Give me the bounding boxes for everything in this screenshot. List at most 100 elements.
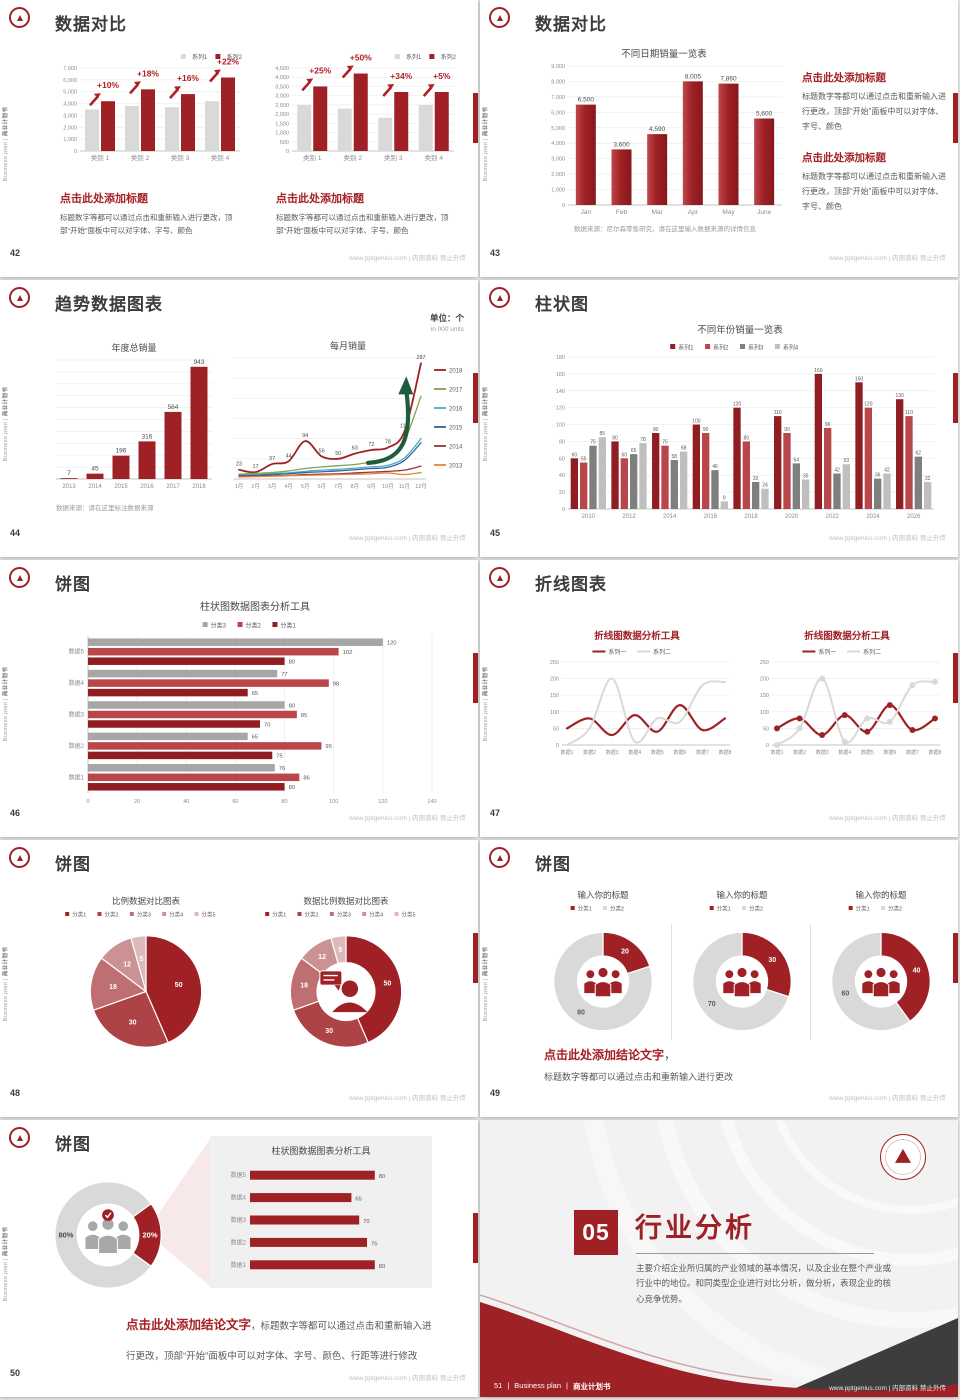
- svg-text:系列1: 系列1: [192, 53, 208, 61]
- svg-text:5: 5: [338, 947, 342, 954]
- brand-sep: |: [3, 978, 9, 980]
- conclusion-body: 标题数字等都可以通过点击和重新输入进行更改: [544, 1072, 734, 1082]
- donut-chart: 数据比例数据对比图表 分类1 分类2 分类3 分类4 分类5 50 30 18 12 5: [252, 894, 440, 1060]
- slide-title: 饼图: [55, 855, 91, 874]
- svg-text:17: 17: [252, 464, 258, 470]
- svg-text:1,000: 1,000: [63, 137, 77, 143]
- slide-44: 趋势数据图表 Business plan | 商业计划书 单位：个 in 000…: [0, 280, 478, 557]
- brand-sep: |: [483, 138, 489, 140]
- svg-text:分类1: 分类1: [280, 622, 296, 630]
- svg-text:2月: 2月: [251, 483, 260, 490]
- svg-text:输入你的标题: 输入你的标题: [855, 890, 907, 900]
- svg-text:+25%: +25%: [309, 65, 331, 75]
- svg-text:50: 50: [553, 726, 559, 732]
- brand-zh: 商业计划书: [483, 946, 489, 977]
- svg-text:36: 36: [875, 473, 881, 479]
- svg-text:数据8: 数据8: [719, 749, 732, 756]
- svg-text:7月: 7月: [334, 483, 343, 490]
- svg-text:数据5: 数据5: [651, 749, 664, 756]
- svg-text:30: 30: [325, 1028, 333, 1035]
- brand-sep: |: [483, 978, 489, 980]
- svg-text:1,000: 1,000: [551, 188, 565, 194]
- svg-text:110: 110: [905, 410, 913, 416]
- background-decoration: [480, 1120, 958, 1397]
- svg-text:分类1: 分类1: [72, 911, 86, 919]
- svg-text:100: 100: [329, 799, 338, 805]
- svg-text:2020: 2020: [785, 514, 799, 520]
- svg-text:2024: 2024: [866, 514, 880, 520]
- conclusion-lead: 点击此处添加结论文字: [126, 1318, 252, 1332]
- svg-text:+5%: +5%: [433, 71, 451, 81]
- brand-sep: |: [483, 418, 489, 420]
- svg-text:+22%: +22%: [217, 56, 239, 66]
- title-underline: [636, 1253, 874, 1254]
- brand-zh: 商业计划书: [3, 666, 9, 697]
- sidebar-vertical-text: Business plan | 商业计划书: [1, 88, 9, 200]
- svg-text:0: 0: [562, 507, 565, 513]
- svg-text:+50%: +50%: [350, 53, 372, 63]
- red-edge-tab: [473, 1213, 478, 1263]
- svg-text:76: 76: [279, 766, 285, 772]
- svg-text:2015: 2015: [449, 426, 463, 432]
- sidebar-vertical-text: Business plan | 商业计划书: [481, 928, 489, 1040]
- brand-en: Business plan: [483, 981, 489, 1022]
- svg-text:系列2: 系列2: [227, 53, 243, 61]
- svg-text:70: 70: [264, 722, 270, 728]
- svg-text:数据比例数据对比图表: 数据比例数据对比图表: [303, 896, 389, 906]
- svg-text:287: 287: [416, 355, 425, 361]
- svg-text:数据3: 数据3: [69, 711, 85, 719]
- svg-text:数据2: 数据2: [583, 749, 596, 756]
- divider-line: [671, 924, 672, 1040]
- page-number: 46: [10, 808, 21, 818]
- svg-text:8,000: 8,000: [551, 79, 565, 85]
- svg-text:系列1: 系列1: [678, 344, 694, 352]
- svg-text:数据3: 数据3: [231, 1216, 247, 1224]
- svg-text:数据1: 数据1: [69, 773, 85, 781]
- svg-text:2022: 2022: [826, 514, 840, 520]
- svg-text:Mar: Mar: [652, 209, 664, 216]
- brand-zh: 商业计划书: [483, 106, 489, 137]
- page-number: 43: [490, 248, 501, 258]
- svg-text:2017: 2017: [166, 484, 180, 490]
- data-source-note: 数据来源：尼尔森零售研究，请在这里输入数据来源的详情信息: [574, 226, 756, 233]
- svg-text:40: 40: [559, 473, 565, 479]
- seal-triangle-icon: [496, 574, 503, 581]
- svg-text:Jan: Jan: [581, 209, 592, 216]
- svg-text:分类2: 分类2: [749, 905, 763, 913]
- svg-text:94: 94: [302, 433, 308, 439]
- section-number: 05: [574, 1210, 618, 1255]
- unit-en: in 000 units: [430, 326, 464, 333]
- divider-line: [810, 924, 811, 1040]
- svg-text:160: 160: [814, 368, 823, 374]
- svg-text:1,500: 1,500: [275, 121, 289, 127]
- svg-text:50: 50: [335, 451, 341, 457]
- brand-en: Business plan: [483, 701, 489, 742]
- svg-text:2016: 2016: [140, 484, 154, 490]
- svg-text:2014: 2014: [449, 445, 463, 451]
- svg-text:12: 12: [123, 961, 131, 968]
- svg-text:75: 75: [371, 1241, 377, 1247]
- footer-sep: |: [507, 1381, 510, 1390]
- school-seal-icon: [489, 287, 510, 308]
- svg-text:数据7: 数据7: [696, 749, 709, 756]
- brand-en: Business plan: [3, 141, 9, 182]
- svg-text:100: 100: [556, 423, 565, 429]
- svg-text:35: 35: [803, 473, 809, 479]
- svg-text:不同年份销量一览表: 不同年份销量一览表: [697, 324, 783, 336]
- caption-body: 标题数字等都可以通过点击和重新输入进行更改，顶部“开始”面板中可以对字体、字号、…: [60, 213, 233, 236]
- school-seal-icon: [489, 7, 510, 28]
- conclusion-lead: 点击此处添加结论文字: [544, 1048, 665, 1062]
- svg-text:0: 0: [286, 149, 289, 155]
- svg-text:数据2: 数据2: [231, 1238, 247, 1246]
- svg-text:316: 316: [142, 433, 153, 440]
- brand-zh: 商业计划书: [483, 386, 489, 417]
- svg-text:2013: 2013: [62, 484, 76, 490]
- svg-text:数据1: 数据1: [231, 1261, 247, 1269]
- grouped-column-chart-left: 系列2 系列1 0 1,000 2,000 3,000 4,000 5,000 6,000 7,0…: [50, 48, 248, 164]
- caption-top: 点击此处添加标题 标题数字等都可以通过点击和重新输入进行更改，顶部“开始”面板中…: [802, 70, 948, 134]
- caption-bottom: 点击此处添加标题 标题数字等都可以通过点击和重新输入进行更改，顶部“开始”面板中…: [802, 150, 948, 214]
- svg-text:75: 75: [590, 440, 596, 446]
- sidebar-vertical-text: Business plan | 商业计划书: [481, 88, 489, 200]
- svg-text:折线图数据分析工具: 折线图数据分析工具: [594, 630, 680, 642]
- svg-text:3,600: 3,600: [613, 141, 630, 148]
